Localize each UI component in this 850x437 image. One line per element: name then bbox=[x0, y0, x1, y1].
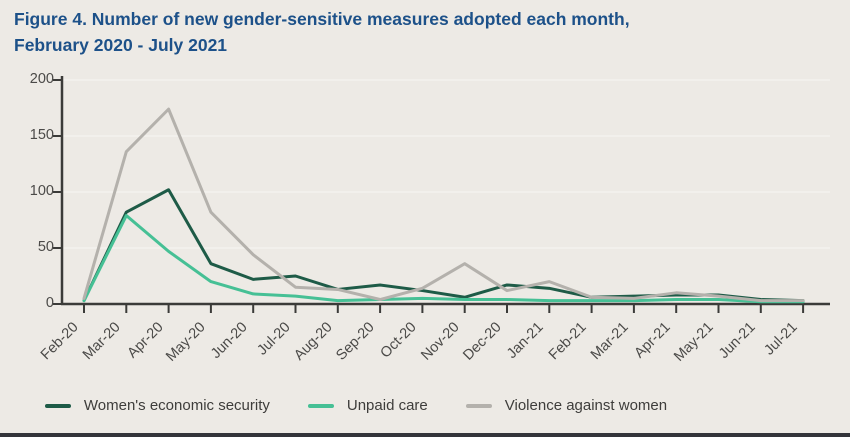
legend-label-violence-against-women: Violence against women bbox=[504, 397, 668, 414]
legend-swatch-violence-against-women bbox=[465, 403, 492, 408]
chart-title: Figure 4. Number of new gender-sensitive… bbox=[14, 6, 630, 58]
series-line-women-s-economic-security bbox=[82, 188, 805, 303]
y-tick-label-100: 100 bbox=[29, 183, 54, 199]
series-line-violence-against-women bbox=[82, 107, 805, 303]
chart-title-line1: Figure 4. Number of new gender-sensitive… bbox=[14, 9, 630, 29]
series-line-unpaid-care bbox=[82, 214, 805, 304]
legend-swatch-women-s-economic-security bbox=[44, 403, 71, 408]
legend-label-unpaid-care: Unpaid care bbox=[346, 397, 428, 414]
legend-item-unpaid-care: Unpaid care bbox=[307, 397, 428, 414]
chart-title-line2: February 2020 - July 2021 bbox=[14, 35, 228, 55]
bottom-border-bar bbox=[0, 433, 850, 437]
legend-label-women-s-economic-security: Women's economic security bbox=[83, 397, 270, 414]
y-tick-label-150: 150 bbox=[29, 127, 54, 143]
y-tick-label-200: 200 bbox=[29, 71, 54, 87]
chart-legend: Women's economic security Unpaid care Viol… bbox=[0, 397, 712, 414]
y-tick-label-0: 0 bbox=[45, 295, 54, 311]
y-tick-label-50: 50 bbox=[37, 239, 54, 255]
legend-item-women-s-economic-security: Women's economic security bbox=[44, 397, 270, 414]
legend-item-violence-against-women: Violence against women bbox=[465, 397, 668, 414]
legend-swatch-unpaid-care bbox=[307, 403, 334, 408]
